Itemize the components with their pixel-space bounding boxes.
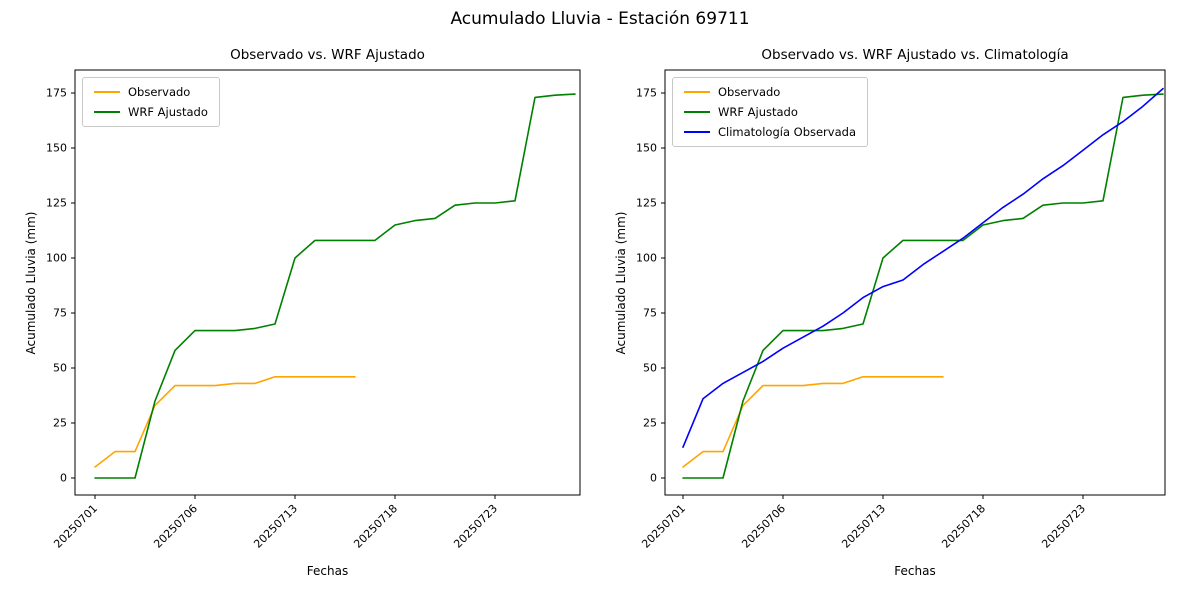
- series-line-observado: [682, 375, 944, 468]
- y-tick-label: 50: [53, 362, 67, 375]
- series-line-observado: [94, 375, 356, 468]
- figure-title: Acumulado Lluvia - Estación 69711: [450, 9, 750, 29]
- x-tick-label: 20250723: [1039, 502, 1088, 551]
- left-chart: Observado vs. WRF Ajustado Acumulado Llu…: [24, 47, 581, 578]
- y-tick-label: 75: [53, 307, 67, 320]
- x-tick-label: 20250701: [51, 502, 100, 551]
- x-tick-label: 20250706: [151, 502, 200, 551]
- left-chart-plot: 0 25 50 75 100 125 150 175 20250701 20250706 20250…: [46, 69, 581, 551]
- axes-frame: [664, 69, 1166, 496]
- legend-line-sample: [94, 111, 120, 113]
- legend-entry: WRF Ajustado: [684, 105, 856, 119]
- y-tick-label: 100: [46, 252, 67, 265]
- series-line-climatolog-a-observada: [682, 87, 1164, 449]
- legend-label: Observado: [718, 85, 781, 99]
- y-tick-label: 0: [650, 472, 657, 485]
- y-tick-label: 175: [46, 87, 67, 100]
- x-tick-label: 20250713: [251, 502, 300, 551]
- x-tick-label: 20250723: [451, 502, 500, 551]
- y-tick-label: 100: [636, 252, 657, 265]
- legend-line-sample: [684, 111, 710, 113]
- left-chart-title: Observado vs. WRF Ajustado: [230, 47, 425, 63]
- legend-entry: Climatología Observada: [684, 125, 856, 139]
- legend-label: Observado: [128, 85, 191, 99]
- legend-line-sample: [684, 131, 710, 133]
- x-tick-label: 20250701: [639, 502, 688, 551]
- y-tick-label: 0: [60, 472, 67, 485]
- right-chart-xlabel: Fechas: [894, 564, 936, 578]
- y-tick-label: 175: [636, 87, 657, 100]
- right-chart-plot: 0 25 50 75 100 125 150 175 20250701 20250706 20250…: [636, 69, 1166, 551]
- axes-frame: [74, 69, 581, 496]
- y-tick-label: 50: [643, 362, 657, 375]
- x-tick-label: 20250706: [739, 502, 788, 551]
- y-tick-label: 125: [636, 197, 657, 210]
- right-chart-title: Observado vs. WRF Ajustado vs. Climatolo…: [761, 47, 1069, 63]
- left-chart-xlabel: Fechas: [306, 564, 349, 578]
- legend-label: WRF Ajustado: [128, 105, 208, 119]
- y-tick-label: 75: [643, 307, 657, 320]
- y-tick-label: 25: [643, 417, 657, 430]
- legend-entry: WRF Ajustado: [94, 105, 208, 119]
- series-line-wrf-ajustado: [682, 93, 1164, 479]
- y-tick-label: 150: [46, 142, 67, 155]
- legend-line-sample: [684, 91, 710, 93]
- series-line-wrf-ajustado: [94, 93, 576, 479]
- right-chart-legend: Observado WRF Ajustado Climatología Observ…: [672, 77, 868, 147]
- left-chart-legend: Observado WRF Ajustado: [82, 77, 220, 127]
- legend-line-sample: [94, 91, 120, 93]
- legend-label: Climatología Observada: [718, 125, 856, 139]
- y-tick-label: 125: [46, 197, 67, 210]
- legend-entry: Observado: [684, 85, 856, 99]
- x-tick-label: 20250713: [839, 502, 888, 551]
- right-chart: Observado vs. WRF Ajustado vs. Climatolo…: [600, 0, 1200, 600]
- y-tick-label: 25: [53, 417, 67, 430]
- legend-label: WRF Ajustado: [718, 105, 798, 119]
- y-tick-label: 150: [636, 142, 657, 155]
- x-tick-label: 20250718: [939, 502, 988, 551]
- x-tick-label: 20250718: [351, 502, 400, 551]
- legend-entry: Observado: [94, 85, 208, 99]
